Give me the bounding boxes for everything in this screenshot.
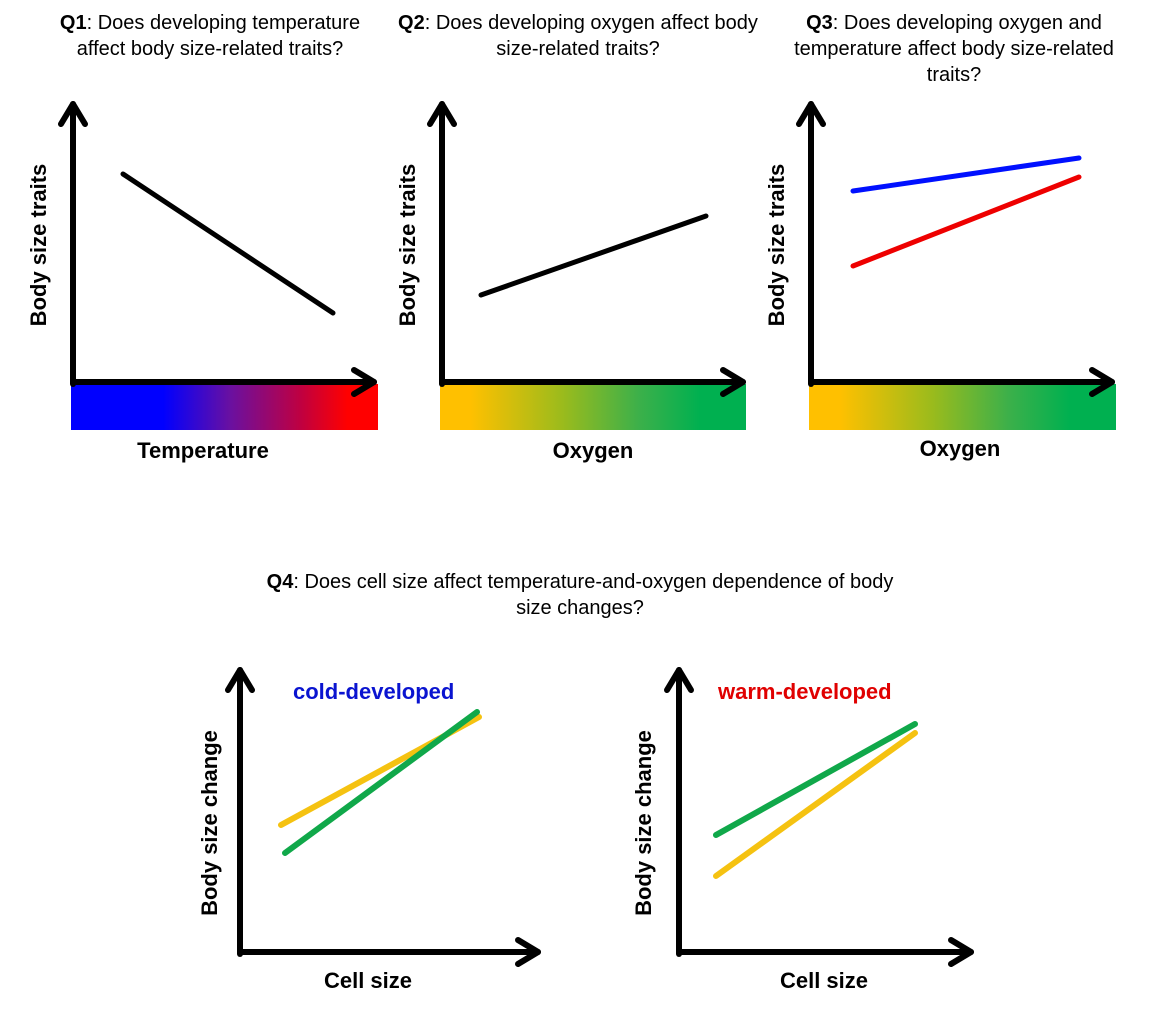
q1-axes [58, 101, 377, 397]
oxygen-gradient-bar-q2 [440, 384, 746, 430]
q1-x-axis-label: Temperature [137, 438, 269, 463]
q2-axes [427, 101, 746, 397]
q3-blue-line [850, 155, 1082, 194]
q4-left-green-line [282, 709, 480, 856]
q3-text: : Does developing oxygen and temperature… [794, 12, 1114, 86]
q4-right-green-line [713, 721, 918, 838]
q4-right-condition-label: warm-developed [718, 679, 892, 704]
q3-y-axis-label: Body size traits [764, 163, 789, 327]
q4-left-y-axis-label: Body size change [197, 730, 222, 916]
q2-title: Q2: Does developing oxygen affect body s… [378, 10, 778, 62]
q4-right-x-axis-label: Cell size [779, 968, 869, 993]
q1-title: Q1: Does developing temperature affect b… [40, 10, 380, 62]
q4-title: Q4: Does cell size affect temperature-an… [250, 569, 910, 621]
temperature-gradient-bar [71, 384, 378, 430]
q1-trend-line [120, 171, 336, 316]
q3-x-axis-label: Oxygen [919, 436, 1001, 461]
q4-text: : Does cell size affect temperature-and-… [293, 571, 894, 619]
q4-right-axes [664, 667, 974, 967]
oxygen-gradient-bar-q3 [809, 384, 1116, 430]
q4-left-x-axis-label: Cell size [323, 968, 413, 993]
q3-axes [796, 101, 1115, 397]
q4-right-yellow-line [713, 730, 918, 879]
q2-trend-line [478, 213, 709, 298]
q3-label: Q3 [806, 12, 833, 34]
q4-left-condition-label: cold-developed [293, 679, 455, 704]
q1-label: Q1 [59, 12, 87, 34]
q2-text: : Does developing oxygen affect body siz… [424, 12, 758, 60]
q2-x-axis-label: Oxygen [552, 438, 634, 463]
q3-red-line [850, 174, 1082, 269]
q2-label: Q2 [398, 12, 425, 34]
q1-y-axis-label: Body size traits [26, 163, 51, 327]
q1-text: : Does developing temperature affect bod… [76, 12, 361, 60]
q2-y-axis-label: Body size traits [395, 163, 420, 327]
q4-left-axes [225, 667, 541, 967]
q4-right-y-axis-label: Body size change [631, 730, 656, 916]
q3-title: Q3: Does developing oxygen and temperatu… [774, 10, 1134, 88]
q4-label: Q4 [266, 571, 294, 593]
